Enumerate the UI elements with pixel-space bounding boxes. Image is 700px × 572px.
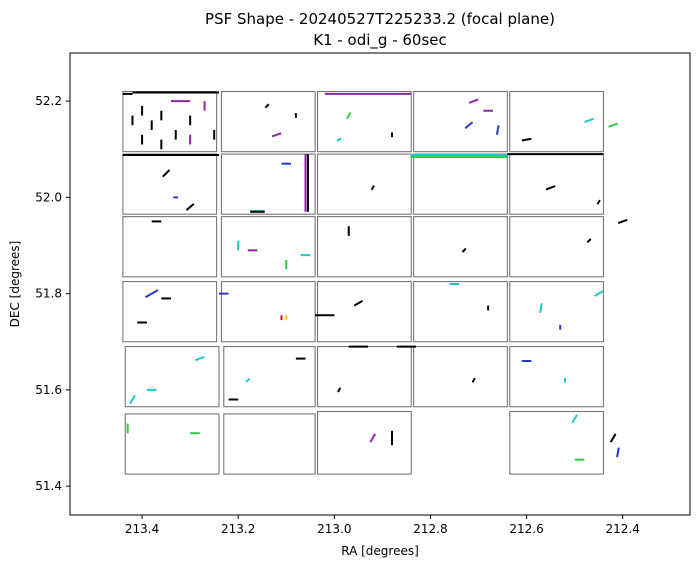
- ccd-chip-outline: [413, 216, 508, 278]
- psf-segment: [608, 122, 618, 128]
- ccd-chip-outline: [122, 281, 218, 343]
- ccd-chip-outline: [509, 346, 605, 408]
- psf-segment: [539, 303, 543, 313]
- x-axis-label: RA [degrees]: [341, 544, 419, 558]
- psf-segment: [353, 299, 364, 307]
- psf-segment: [194, 356, 205, 362]
- psf-segment: [586, 238, 592, 244]
- psf-segment: [596, 199, 601, 205]
- chart-title: PSF Shape - 20240527T225233.2 (focal pla…: [205, 10, 555, 28]
- psf-segment: [245, 377, 251, 383]
- ccd-chip-outline: [223, 346, 316, 408]
- ccd-chip-outline: [223, 413, 316, 475]
- psf-segment: [545, 185, 556, 191]
- y-axis-ticks: 51.4 51.6 51.8 52.0 52.2: [35, 94, 70, 493]
- psf-segment: [617, 218, 628, 225]
- psf-segment: [346, 111, 352, 120]
- psf-segment: [461, 247, 467, 253]
- y-tick-label: 52.0: [35, 190, 62, 204]
- ccd-chip-outline: [316, 216, 412, 278]
- psf-segment: [264, 103, 270, 109]
- psf-segment: [616, 447, 620, 458]
- y-tick-label: 51.4: [35, 479, 62, 493]
- ccd-chip-outline: [220, 90, 316, 153]
- psf-segment: [369, 433, 377, 443]
- ccd-chip-outline: [509, 281, 605, 343]
- ccd-chip-outline: [220, 153, 316, 215]
- ccd-chip-outline: [316, 153, 412, 215]
- ccd-chip-outline: [509, 410, 605, 475]
- psf-segment: [337, 387, 342, 393]
- chart-subtitle: K1 - odi_g - 60sec: [313, 31, 447, 50]
- psf-segment: [609, 433, 617, 443]
- ccd-chip-outline: [316, 410, 412, 475]
- x-tick-label: 212.6: [509, 522, 543, 536]
- x-tick-label: 213.2: [221, 522, 255, 536]
- ccd-chip-outline: [413, 346, 508, 408]
- ccd-chips: [122, 90, 605, 475]
- y-tick-label: 51.6: [35, 383, 62, 397]
- plot-frame: [69, 52, 691, 516]
- ccd-chip-outline: [316, 90, 412, 153]
- x-axis-ticks: 213.4 213.2 213.0 212.8 212.6 212.4: [125, 515, 640, 536]
- psf-segment: [370, 185, 375, 191]
- psf-segment: [144, 289, 159, 299]
- y-tick-label: 52.2: [35, 94, 62, 108]
- psf-segment: [495, 125, 500, 135]
- psf-segment: [571, 414, 578, 424]
- x-tick-label: 213.4: [125, 522, 159, 536]
- psf-segment: [594, 290, 604, 297]
- ccd-chip-outline: [220, 216, 316, 278]
- x-tick-label: 213.0: [317, 522, 351, 536]
- ccd-chip-outline: [220, 281, 316, 343]
- psf-segment: [129, 394, 136, 405]
- psf-segment: [271, 132, 282, 138]
- psf-segment: [471, 377, 476, 383]
- psf-segment: [336, 137, 342, 142]
- ccd-chip-outline: [509, 90, 605, 153]
- psf-segment: [468, 98, 479, 104]
- ccd-chip-outline: [124, 413, 220, 475]
- psf-segment: [162, 169, 171, 178]
- ccd-chip-outline: [413, 281, 508, 343]
- psf-segment: [464, 121, 474, 130]
- ccd-chip-outline: [124, 346, 220, 408]
- y-tick-label: 51.8: [35, 287, 62, 301]
- psf-segment: [521, 137, 532, 142]
- y-axis-label: DEC [degrees]: [8, 241, 22, 328]
- x-tick-label: 212.8: [413, 522, 447, 536]
- ccd-chip-outline: [509, 216, 605, 278]
- ccd-chip-outline: [316, 281, 412, 343]
- x-tick-label: 212.4: [606, 522, 640, 536]
- ccd-chip-outline: [122, 216, 218, 278]
- psf-segment: [185, 203, 195, 211]
- psf-segment: [584, 117, 594, 123]
- psf-segments: [122, 91, 628, 461]
- ccd-chip-outline: [413, 90, 508, 153]
